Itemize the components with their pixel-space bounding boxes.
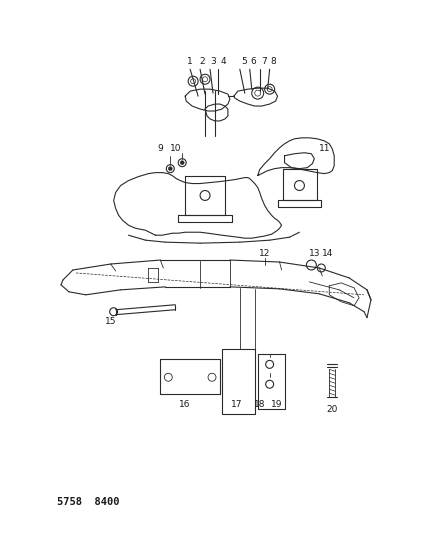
Text: 7: 7: [261, 57, 267, 66]
Polygon shape: [258, 354, 285, 409]
Polygon shape: [222, 350, 255, 414]
Text: 2: 2: [199, 57, 205, 66]
Text: 4: 4: [220, 57, 226, 66]
Polygon shape: [282, 168, 317, 200]
Text: 16: 16: [179, 400, 191, 409]
Circle shape: [180, 160, 184, 165]
Text: 15: 15: [105, 317, 116, 326]
Text: 9: 9: [158, 144, 163, 154]
Text: 10: 10: [169, 144, 181, 154]
Polygon shape: [178, 215, 232, 222]
Polygon shape: [285, 153, 314, 168]
Polygon shape: [160, 359, 220, 394]
Polygon shape: [205, 104, 228, 121]
Polygon shape: [278, 200, 321, 207]
Text: 11: 11: [318, 144, 330, 154]
Text: 8: 8: [271, 57, 276, 66]
Text: 12: 12: [259, 248, 270, 257]
Text: 5: 5: [241, 57, 247, 66]
Text: 13: 13: [309, 248, 320, 257]
Text: 19: 19: [271, 400, 282, 409]
Text: 17: 17: [231, 400, 243, 409]
Text: 3: 3: [210, 57, 216, 66]
Text: 5758  8400: 5758 8400: [56, 497, 119, 507]
Polygon shape: [329, 283, 359, 306]
Text: 20: 20: [327, 405, 338, 414]
Text: 14: 14: [321, 248, 333, 257]
Text: 6: 6: [251, 57, 257, 66]
Polygon shape: [185, 89, 230, 111]
Text: 18: 18: [254, 400, 265, 409]
Polygon shape: [234, 88, 278, 106]
Text: 1: 1: [187, 57, 193, 66]
Circle shape: [168, 167, 172, 171]
Polygon shape: [185, 175, 225, 215]
